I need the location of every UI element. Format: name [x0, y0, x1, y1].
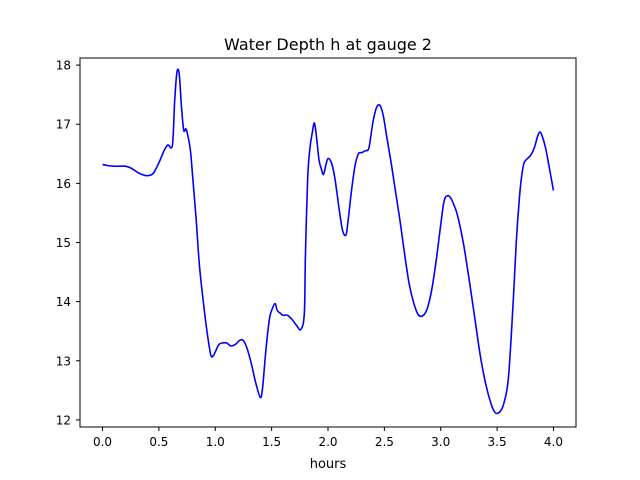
x-tick-label: 4.0	[544, 435, 563, 449]
x-tick-label: 3.0	[431, 435, 450, 449]
plot-area-frame	[79, 57, 577, 428]
y-tick-label: 14	[56, 295, 71, 309]
x-tick-label: 3.5	[488, 435, 507, 449]
x-axis-label: hours	[310, 457, 347, 472]
y-axis: 12 13 14 15 16 17 18	[56, 59, 80, 427]
x-tick-label: 1.0	[206, 435, 225, 449]
x-tick-label: 1.5	[262, 435, 281, 449]
y-tick-label: 13	[56, 354, 71, 368]
y-tick-label: 18	[56, 59, 71, 73]
chart-title: Water Depth h at gauge 2	[224, 35, 432, 54]
series-line	[102, 68, 555, 415]
x-tick-label: 2.5	[375, 435, 394, 449]
x-tick-label: 0.0	[93, 435, 112, 449]
x-axis: 0.0 0.5 1.0 1.5 2.0 2.5 3.0 3.5 4.0	[93, 427, 563, 449]
y-tick-label: 15	[56, 236, 71, 250]
y-tick-label: 17	[56, 118, 71, 132]
data-layer	[102, 68, 555, 415]
y-tick-label: 12	[56, 413, 71, 427]
x-tick-label: 2.0	[318, 435, 337, 449]
x-tick-label: 0.5	[149, 435, 168, 449]
y-tick-label: 16	[56, 177, 71, 191]
